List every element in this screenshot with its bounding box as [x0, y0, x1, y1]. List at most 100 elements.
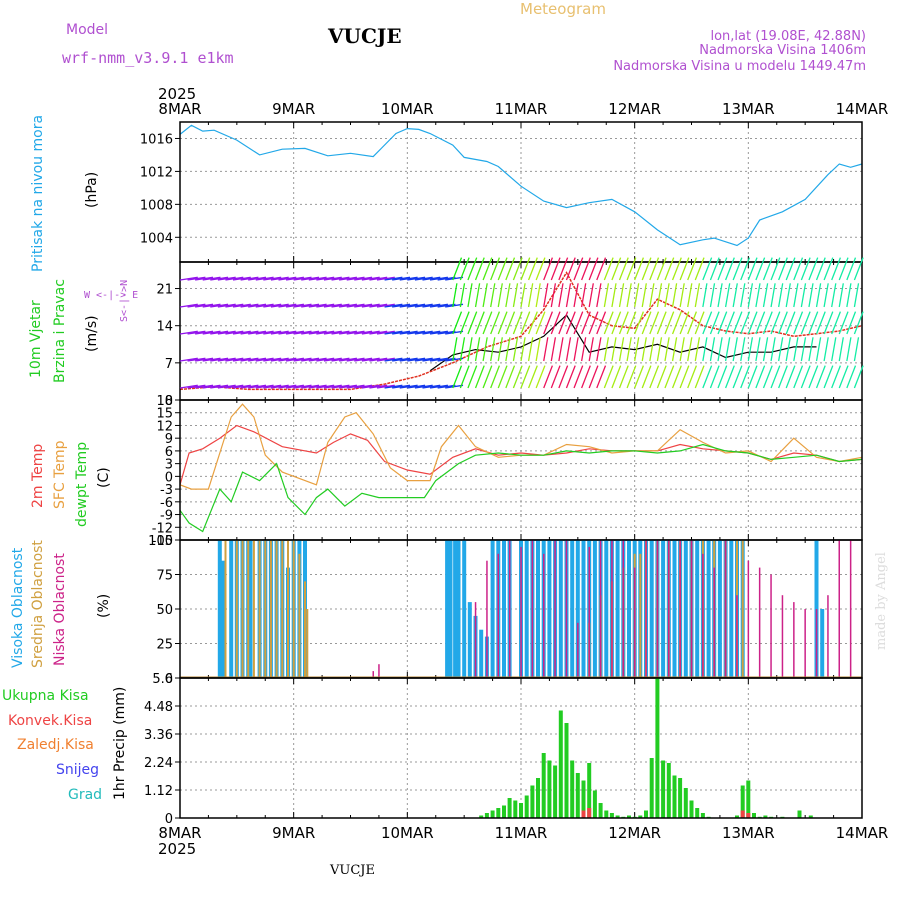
wind-barb: [187, 330, 206, 335]
wind-barb: [747, 257, 758, 281]
wind-barb: [596, 257, 607, 281]
wind-barb: [679, 257, 690, 281]
bar: [838, 540, 840, 678]
wind-barb: [694, 365, 705, 389]
wind-barb: [467, 365, 478, 389]
bar: [655, 678, 660, 818]
wind-barb: [649, 365, 660, 389]
bar: [252, 540, 255, 678]
wind-barb: [354, 357, 373, 362]
wind-barb: [543, 311, 554, 335]
wind-barb: [838, 311, 849, 335]
wind-barb: [482, 283, 488, 308]
wind-barb: [369, 357, 388, 362]
x-label-top: 14MAR: [836, 100, 889, 118]
bar: [453, 540, 458, 678]
bar: [479, 629, 484, 678]
wind-barb: [671, 283, 678, 308]
wind-barb: [815, 257, 826, 281]
bar: [815, 609, 818, 678]
wind-barb: [793, 283, 799, 308]
year-top: 2025: [158, 85, 196, 103]
wind-barb: [399, 276, 418, 281]
wind-barb: [429, 384, 448, 389]
bar: [746, 813, 751, 818]
wind-barb: [278, 276, 297, 281]
wind-barb: [474, 283, 481, 308]
wind-barb: [656, 365, 667, 389]
bar: [661, 760, 666, 818]
bar: [627, 815, 631, 818]
wind-barb: [702, 365, 713, 389]
wind-barb: [308, 357, 327, 362]
wind-barb: [361, 276, 380, 281]
wind-barb: [596, 365, 607, 389]
wind-barb: [656, 283, 663, 308]
bar: [484, 813, 489, 818]
bar: [736, 595, 738, 678]
wind-barb: [838, 337, 844, 362]
wind-barb: [717, 337, 723, 362]
temp-unit: (C): [96, 467, 112, 488]
wind-barb: [634, 337, 640, 362]
wind-barb: [217, 357, 236, 362]
wind-barb: [437, 303, 456, 308]
wind-barb: [709, 365, 720, 389]
wind-barb: [225, 384, 244, 389]
wind-barb: [815, 365, 826, 389]
wind-barb: [210, 330, 229, 335]
wind-barb: [550, 365, 561, 389]
bar: [849, 540, 852, 678]
wind-barb: [285, 330, 304, 335]
temp-dewpt-title: dewpt Temp: [74, 442, 90, 527]
wind-barb: [740, 337, 746, 362]
wind-barb: [853, 283, 860, 308]
wind-barb: [179, 357, 198, 362]
wind-barb: [520, 337, 526, 362]
wind-barb: [316, 330, 335, 335]
wind-barb: [565, 365, 576, 389]
bar: [615, 815, 620, 818]
x-label-bottom: 9MAR: [272, 824, 315, 842]
wind-barb: [618, 283, 625, 308]
wind-barb: [452, 283, 458, 308]
y-tick-label: 50: [156, 603, 173, 618]
y-tick-label: 25: [156, 638, 173, 653]
y-tick-label: -15: [152, 534, 173, 549]
wind-barb: [437, 276, 456, 281]
wind-barb: [497, 365, 508, 389]
wind-barb: [422, 357, 441, 362]
wind-barb: [195, 384, 214, 389]
bar: [735, 815, 739, 818]
wind-barb: [603, 283, 610, 308]
wind-barb: [407, 384, 426, 389]
wind-barb: [270, 330, 289, 335]
bar: [490, 810, 495, 818]
wind-barb: [210, 276, 229, 281]
bar: [486, 560, 488, 678]
wind-barb: [527, 311, 538, 335]
wind-barb: [497, 283, 503, 308]
wind-barb: [565, 311, 576, 335]
wind-barb: [853, 311, 864, 335]
wind-barb: [361, 303, 380, 308]
bar: [781, 595, 784, 678]
meteogram-title: Meteogram: [520, 0, 606, 18]
wind-barb: [376, 384, 395, 389]
wind-barb: [664, 365, 675, 389]
wind-barb: [543, 283, 549, 308]
bar: [445, 540, 450, 678]
wind-barb: [596, 311, 607, 335]
wind-barb: [270, 384, 289, 389]
wind-barb: [445, 276, 464, 281]
bar: [541, 753, 546, 818]
wind-barb: [800, 283, 807, 308]
wind-barb: [429, 276, 448, 281]
wind-barb: [588, 365, 599, 389]
wind-barb: [195, 303, 214, 308]
wind-barb: [755, 257, 766, 281]
wind-barb: [490, 311, 501, 335]
bar: [683, 788, 688, 818]
y-tick-label: -9: [160, 509, 173, 524]
wind-barb: [497, 257, 508, 281]
